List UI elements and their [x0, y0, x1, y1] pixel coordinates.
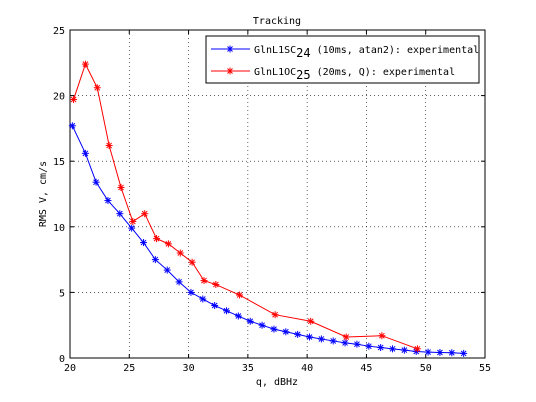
data-point — [117, 183, 125, 191]
data-point — [460, 349, 468, 357]
data-point — [140, 239, 148, 247]
data-point — [378, 332, 386, 340]
legend-label-main: GlnL1SC — [254, 45, 296, 56]
data-point — [436, 348, 444, 356]
x-tick-label: 45 — [360, 363, 372, 374]
axis-ticks: 20 25 30 35 40 45 50 55 0 5 10 15 20 25 — [53, 26, 491, 374]
data-point — [176, 249, 184, 257]
data-point — [200, 277, 208, 285]
data-point — [306, 333, 314, 341]
x-tick-label: 55 — [479, 363, 491, 374]
data-point — [116, 210, 124, 218]
data-point — [164, 240, 172, 248]
x-tick-label: 20 — [64, 363, 76, 374]
data-point — [353, 340, 361, 348]
data-point — [258, 321, 266, 329]
y-tick-label: 15 — [53, 157, 65, 168]
x-tick-label: 35 — [242, 363, 254, 374]
data-point — [153, 235, 161, 243]
data-point — [151, 256, 159, 264]
data-point — [365, 342, 373, 350]
legend-label-subscript: 25 — [296, 68, 310, 82]
data-point — [187, 288, 195, 296]
data-point — [413, 345, 421, 353]
data-point — [271, 311, 279, 319]
y-tick-label: 25 — [53, 26, 65, 37]
data-point — [329, 337, 337, 345]
series-layer — [68, 60, 468, 357]
y-tick-label: 0 — [59, 354, 65, 365]
y-tick-label: 20 — [53, 92, 65, 103]
data-point — [317, 335, 325, 343]
data-point — [282, 328, 290, 336]
plot-frame — [69, 29, 486, 359]
y-axis-label: RMS V, cm/s — [38, 161, 49, 227]
data-point — [448, 349, 456, 357]
data-point — [199, 295, 207, 303]
data-point — [68, 122, 76, 130]
data-point — [377, 344, 385, 352]
legend-label-subscript: 24 — [296, 46, 310, 60]
x-tick-label: 50 — [420, 363, 432, 374]
data-point — [212, 281, 220, 289]
data-point — [342, 333, 350, 341]
data-point — [223, 307, 231, 315]
data-point — [400, 346, 408, 354]
data-point — [188, 258, 196, 266]
data-point — [341, 339, 349, 347]
data-point — [70, 96, 78, 104]
data-point — [246, 317, 254, 325]
legend-label: GlnL1OC25 (20ms, Q): experimental — [254, 67, 455, 82]
data-point — [234, 312, 242, 320]
data-point — [294, 330, 302, 338]
legend-label-rest: (10ms, atan2): experimental — [311, 45, 480, 56]
data-point — [81, 60, 89, 68]
chart-title: Tracking — [253, 16, 301, 27]
legend-entry-1: GlnL1SC24 (10ms, atan2): experimental — [211, 45, 479, 60]
legend-label-rest: (20ms, Q): experimental — [311, 67, 456, 78]
data-point — [128, 224, 136, 232]
x-axis-label: q, dBHz — [256, 377, 298, 388]
data-point — [141, 210, 149, 218]
data-point — [93, 84, 101, 92]
x-tick-label: 40 — [301, 363, 313, 374]
data-point — [92, 178, 100, 186]
data-point — [211, 302, 219, 310]
x-tick-label: 25 — [123, 363, 135, 374]
legend: GlnL1SC24 (10ms, atan2): experimentalGln… — [205, 35, 480, 84]
grid-lines — [70, 30, 485, 358]
data-point — [105, 141, 113, 149]
data-point — [236, 291, 244, 299]
data-point — [175, 278, 183, 286]
series-line — [71, 125, 464, 354]
legend-label: GlnL1SC24 (10ms, atan2): experimental — [254, 45, 479, 60]
data-point — [104, 197, 112, 205]
data-point — [424, 348, 432, 356]
data-point — [81, 149, 89, 157]
y-tick-label: 10 — [53, 223, 65, 234]
legend-marker — [226, 67, 234, 75]
series-2 — [70, 60, 421, 353]
legend-entry-2: GlnL1OC25 (20ms, Q): experimental — [211, 67, 455, 82]
legend-marker — [226, 45, 234, 53]
y-tick-label: 5 — [59, 288, 65, 299]
data-point — [163, 266, 171, 274]
legend-box — [205, 35, 480, 84]
legend-label-main: GlnL1OC — [254, 67, 296, 78]
data-point — [307, 317, 315, 325]
data-point — [129, 218, 137, 226]
data-point — [270, 325, 278, 333]
data-point — [389, 345, 397, 353]
x-tick-label: 30 — [183, 363, 195, 374]
series-1 — [68, 122, 468, 357]
plot-area — [70, 30, 485, 358]
